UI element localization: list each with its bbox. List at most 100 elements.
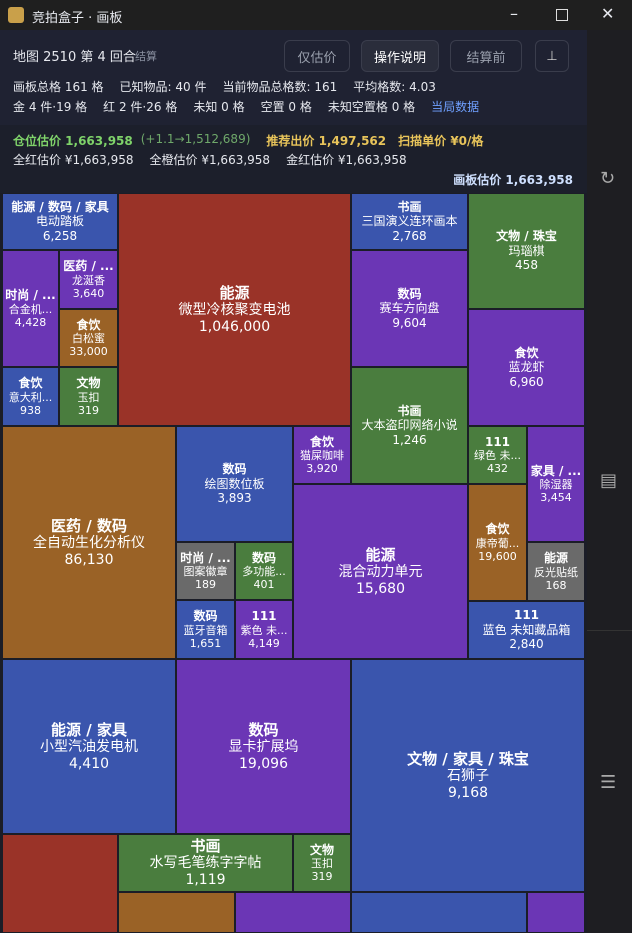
treemap-tile[interactable]: 文物 玉扣 319: [59, 367, 118, 426]
board-value: 画板估价 1,663,958: [453, 173, 573, 187]
tile-category: 能源 / 家具: [51, 720, 127, 739]
stats-row: 画板总格 161 格 已知物品: 40 件 当前物品总格数: 161 平均格数: 4.…: [13, 78, 436, 95]
tile-category: 文物 / 家具 / 珠宝: [407, 749, 529, 768]
tile-category: 食饮: [309, 434, 334, 449]
treemap-tile[interactable]: 时尚 / ... 合金机... 4,428: [2, 250, 59, 367]
scan-price: 扫描单价 ¥0/格: [398, 134, 484, 148]
tile-value: 4,149: [248, 636, 280, 650]
button[interactable]: 仅估价: [284, 40, 350, 72]
delta: (+1.1→1,512,689): [140, 132, 251, 146]
treemap-tile[interactable]: 医药 / 数码 全自动生化分析仪 86,130: [2, 426, 176, 659]
tile-category: 医药 / ...: [63, 259, 114, 274]
treemap-tile[interactable]: 能源 / 家具 小型汽油发电机 4,410: [2, 659, 176, 834]
tile-value: 6,258: [42, 228, 78, 243]
treemap-tile[interactable]: 数码 蓝牙音箱 1,651: [176, 600, 235, 659]
refresh-icon[interactable]: ↻: [600, 168, 616, 189]
tile-category: 文物: [76, 376, 101, 391]
stat: 金 4 件·19 格: [13, 100, 88, 114]
treemap-tile[interactable]: 时尚 / ... 图案徽章 189: [176, 542, 235, 600]
treemap-tile[interactable]: 食饮 康帝葡... 19,600: [468, 484, 527, 601]
treemap-tile[interactable]: 能源 / 数码 / 家具 电动踏板 6,258: [2, 193, 118, 250]
tile-name: 小型汽油发电机: [40, 738, 138, 755]
tile-value: 189: [195, 578, 216, 592]
tile-category: 数码: [193, 609, 218, 624]
tile-name: 白松蜜: [72, 332, 105, 345]
tile-value: 6,960: [509, 374, 544, 389]
treemap-tile[interactable]: 能源 混合动力单元 15,680: [293, 484, 468, 659]
tile-value: 2,768: [392, 228, 427, 243]
sort-icon[interactable]: ☰: [600, 772, 617, 793]
button[interactable]: 结算前: [450, 40, 522, 72]
tile-category: 文物: [309, 842, 334, 857]
tile-value: 3,893: [217, 491, 252, 506]
tile-value: 401: [253, 578, 275, 592]
tile-value: 319: [78, 403, 99, 417]
tile-value: 4,410: [68, 755, 110, 772]
treemap-tile[interactable]: 111 绿色 未... 432: [468, 426, 527, 484]
tile-name: 水写毛笔练字字帖: [149, 855, 262, 872]
tile-category: 数码: [251, 550, 276, 565]
treemap-tile[interactable]: [235, 892, 351, 933]
tile-name: 绿色 未...: [474, 449, 521, 462]
tile-name: 绘图数位板: [204, 476, 265, 491]
treemap-tile[interactable]: [527, 892, 585, 933]
pin-button[interactable]: ⊥: [535, 40, 569, 72]
treemap-tile[interactable]: 食饮 猫屎咖啡 3,920: [293, 426, 351, 484]
button[interactable]: 操作说明: [361, 40, 439, 72]
treemap-tile[interactable]: 文物 玉扣 319: [293, 834, 351, 892]
treemap-tile[interactable]: 书画 三国演义连环画本 2,768: [351, 193, 468, 250]
tile-name: 显卡扩展坞: [228, 738, 299, 755]
maximize-button[interactable]: [556, 9, 568, 21]
treemap-tile[interactable]: 家具 / ... 除湿器 3,454: [527, 426, 585, 542]
treemap-tile[interactable]: 数码 多功能... 401: [235, 542, 293, 600]
tile-value: 15,680: [356, 580, 405, 597]
tile-name: 多功能...: [242, 565, 286, 578]
treemap-tile[interactable]: 能源 反光贴纸 168: [527, 542, 585, 601]
tile-name: 反光贴纸: [534, 565, 578, 579]
treemap-tile[interactable]: 数码 显卡扩展坞 19,096: [176, 659, 351, 834]
close-button[interactable]: ✕: [601, 4, 615, 23]
treemap-tile[interactable]: 文物 / 家具 / 珠宝 石狮子 9,168: [351, 659, 585, 892]
treemap-tile[interactable]: 食饮 意大利... 938: [2, 367, 59, 426]
tile-value: 319: [311, 870, 333, 884]
sidebar: ↻ ▤ ☰: [587, 30, 632, 933]
tile-category: 能源 / 数码 / 家具: [11, 199, 109, 214]
treemap-tile[interactable]: 数码 赛车方向盘 9,604: [351, 250, 468, 367]
treemap-tile[interactable]: 食饮 蓝龙虾 6,960: [468, 309, 585, 426]
stat: 未知 0 格: [193, 100, 245, 114]
tile-category: 文物 / 珠宝: [496, 229, 557, 244]
tile-value: 3,920: [306, 462, 338, 476]
app-icon: [8, 7, 24, 23]
treemap-tile[interactable]: 书画 水写毛笔练字字帖 1,119: [118, 834, 293, 892]
tile-name: 石狮子: [447, 767, 489, 784]
tile-category: 111: [251, 609, 277, 624]
tile-name: 龙涎香: [72, 273, 105, 287]
tile-value: 4,428: [14, 315, 47, 329]
tile-value: 19,096: [239, 755, 288, 772]
treemap-tile[interactable]: 文物 / 珠宝 玛瑙棋 458: [468, 193, 585, 309]
tile-name: 蓝牙音箱: [183, 623, 228, 637]
treemap-tile[interactable]: [2, 834, 118, 933]
treemap-tile[interactable]: 医药 / ... 龙涎香 3,640: [59, 250, 118, 309]
valuation-item: 全红估价 ¥1,663,958: [13, 153, 134, 167]
grid-icon[interactable]: ▤: [600, 470, 618, 491]
tile-value: 1,246: [392, 432, 427, 447]
minimize-button[interactable]: –: [510, 4, 518, 23]
treemap-tile[interactable]: 能源 微型冷核聚变电池 1,046,000: [118, 193, 351, 426]
tile-category: 111: [484, 434, 511, 449]
link[interactable]: 当局数据: [431, 100, 480, 114]
tile-value: 9,168: [447, 784, 489, 801]
tile-name: 紫色 未...: [240, 623, 288, 637]
warehouse-value: 仓位估价 1,663,958: [13, 134, 133, 148]
tile-category: 书画: [190, 837, 221, 856]
treemap-tile[interactable]: 数码 绘图数位板 3,893: [176, 426, 293, 542]
tile-value: 86,130: [64, 551, 114, 568]
tile-value: 1,046,000: [198, 318, 271, 335]
treemap-tile[interactable]: 111 蓝色 未知藏品箱 2,840: [468, 601, 585, 659]
tile-value: 9,604: [392, 315, 427, 330]
treemap-tile[interactable]: [118, 892, 235, 933]
treemap-tile[interactable]: 食饮 白松蜜 33,000: [59, 309, 118, 367]
treemap-tile[interactable]: [351, 892, 527, 933]
treemap-tile[interactable]: 书画 大本盗印网络小说 1,246: [351, 367, 468, 484]
treemap-tile[interactable]: 111 紫色 未... 4,149: [235, 600, 293, 659]
